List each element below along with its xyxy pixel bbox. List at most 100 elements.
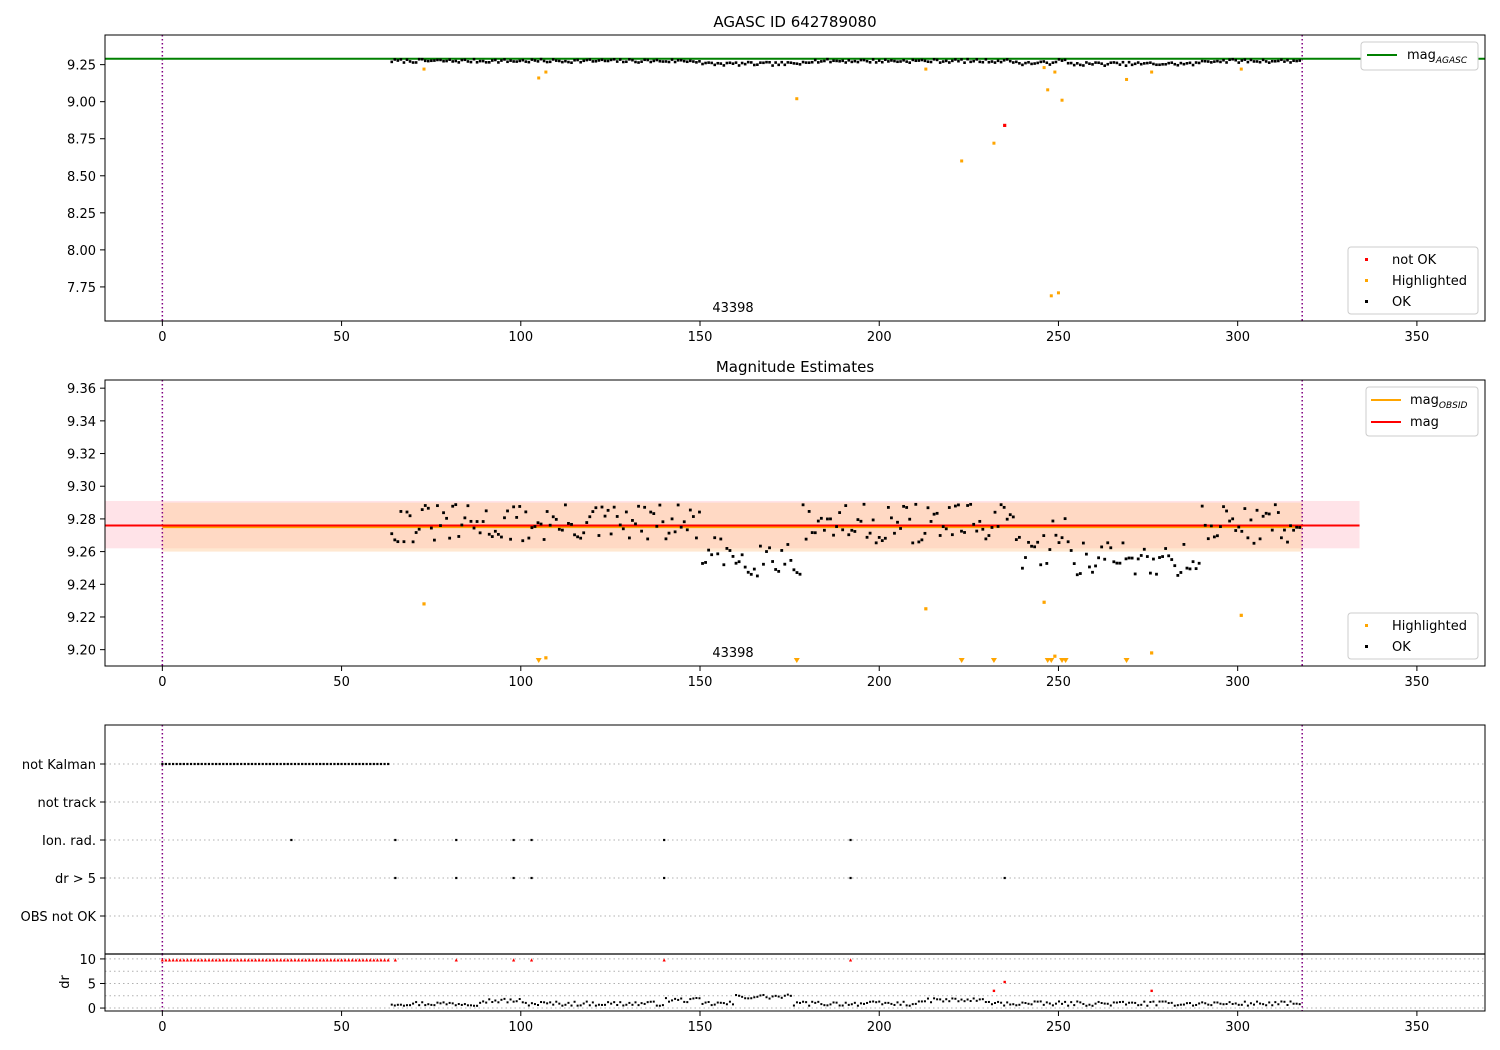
dr-ok-point <box>756 995 759 998</box>
ok-point <box>759 61 762 64</box>
ok-point <box>746 60 750 64</box>
dr-ok-point <box>774 994 777 997</box>
ok-point <box>1148 571 1152 575</box>
ok-point <box>655 524 659 528</box>
ok-point <box>1030 544 1033 548</box>
ok-point <box>740 61 744 65</box>
ok-point <box>865 535 869 539</box>
ok-point <box>399 58 403 61</box>
ok-point <box>411 61 415 64</box>
ok-point <box>487 61 491 64</box>
ok-point <box>545 510 549 513</box>
dr-ok-point <box>1259 1002 1262 1005</box>
dr-ok-point <box>664 997 667 1000</box>
dr-capped-point <box>225 958 229 962</box>
not-kalman-point <box>311 762 314 766</box>
dr-ok-point <box>631 1003 634 1006</box>
y-tick-label: 9.20 <box>67 644 96 659</box>
dr-capped-point <box>268 958 272 962</box>
ok-point <box>1030 62 1033 66</box>
highlighted-off-scale-marker <box>793 658 800 663</box>
ok-point <box>1124 64 1128 67</box>
ok-point <box>1060 536 1064 540</box>
ok-point <box>1005 517 1009 521</box>
ok-point <box>439 524 442 527</box>
ok-point <box>1136 61 1140 64</box>
dr-capped-point <box>529 958 534 962</box>
ok-point <box>963 61 966 64</box>
ok-point <box>521 539 525 543</box>
flag-category-label: dr > 5 <box>55 872 96 887</box>
ok-point <box>887 60 890 63</box>
dr-ok-point <box>549 1001 552 1004</box>
ok-point <box>591 60 595 63</box>
dr-ok-point <box>896 1001 899 1004</box>
ok-point <box>1066 540 1070 544</box>
ok-point <box>737 560 741 564</box>
not-kalman-point <box>286 762 289 766</box>
dr-ok-point <box>911 1003 914 1006</box>
ok-point <box>1234 529 1238 532</box>
ok-point <box>832 59 835 63</box>
ok-point <box>905 506 909 509</box>
agasc-point-legend-box <box>1347 246 1479 315</box>
ok-point <box>423 504 427 507</box>
dr-ok-point <box>835 1001 838 1004</box>
ok-point <box>408 60 412 63</box>
dr-ok-point <box>1094 1002 1097 1005</box>
ok-point <box>1200 504 1204 508</box>
ok-point <box>1100 62 1103 65</box>
dr-ok-point <box>457 1003 460 1006</box>
ok-point <box>463 58 467 62</box>
ok-point <box>1200 59 1204 63</box>
dr-ok-point <box>997 1000 1000 1003</box>
ok-point <box>926 506 930 510</box>
dr-ok-point <box>1039 1000 1042 1003</box>
ok-point <box>1103 64 1106 67</box>
ok-point <box>564 503 567 507</box>
dr-capped-point <box>221 958 225 962</box>
ok-point <box>838 511 842 514</box>
mag-obsid-legend-text: mag <box>1410 393 1439 408</box>
dr-ok-point <box>847 1003 850 1006</box>
dr-ok-point <box>725 1003 728 1006</box>
dr-ok-point <box>558 1002 561 1005</box>
ok-point <box>624 510 628 514</box>
highlighted-legend-label: Highlighted <box>1392 274 1467 289</box>
dr-ok-point <box>1252 1003 1255 1006</box>
not-kalman-point <box>369 762 372 766</box>
ok-point <box>591 510 595 513</box>
dr-ok-point <box>829 1003 832 1006</box>
ok-point <box>871 58 875 61</box>
dr-capped-point <box>311 958 315 962</box>
ok-point <box>914 502 918 506</box>
ok-point <box>667 531 671 535</box>
dr-ok-point <box>881 1003 884 1006</box>
ok-point <box>503 58 506 61</box>
ok-point <box>1127 60 1131 64</box>
ok-point <box>877 536 881 539</box>
dr-capped-point <box>375 958 380 962</box>
ok-point <box>957 503 960 507</box>
dr-ok-point <box>930 1001 933 1004</box>
ok-point <box>719 62 723 65</box>
dr-ok-point <box>1112 1001 1115 1004</box>
dr-ok-point <box>887 1001 890 1004</box>
dr-ok-point <box>832 1001 835 1004</box>
highlighted-point <box>544 656 548 660</box>
not-kalman-point <box>261 762 264 766</box>
ok-point <box>890 59 893 62</box>
not-kalman-point <box>361 762 365 766</box>
ok-point <box>1121 541 1125 545</box>
ok-point <box>759 544 762 548</box>
dr-ok-point <box>735 994 738 997</box>
ok-point <box>1091 63 1094 66</box>
dr-ok-point <box>585 1000 588 1003</box>
dr-ok-point <box>530 1002 533 1005</box>
ok-point <box>475 520 479 523</box>
ok-point <box>609 532 613 536</box>
dr-ok-point <box>1228 1001 1231 1004</box>
ok-point <box>1002 58 1006 62</box>
ok-point <box>1203 59 1207 63</box>
dr-ok-point <box>802 1000 805 1003</box>
